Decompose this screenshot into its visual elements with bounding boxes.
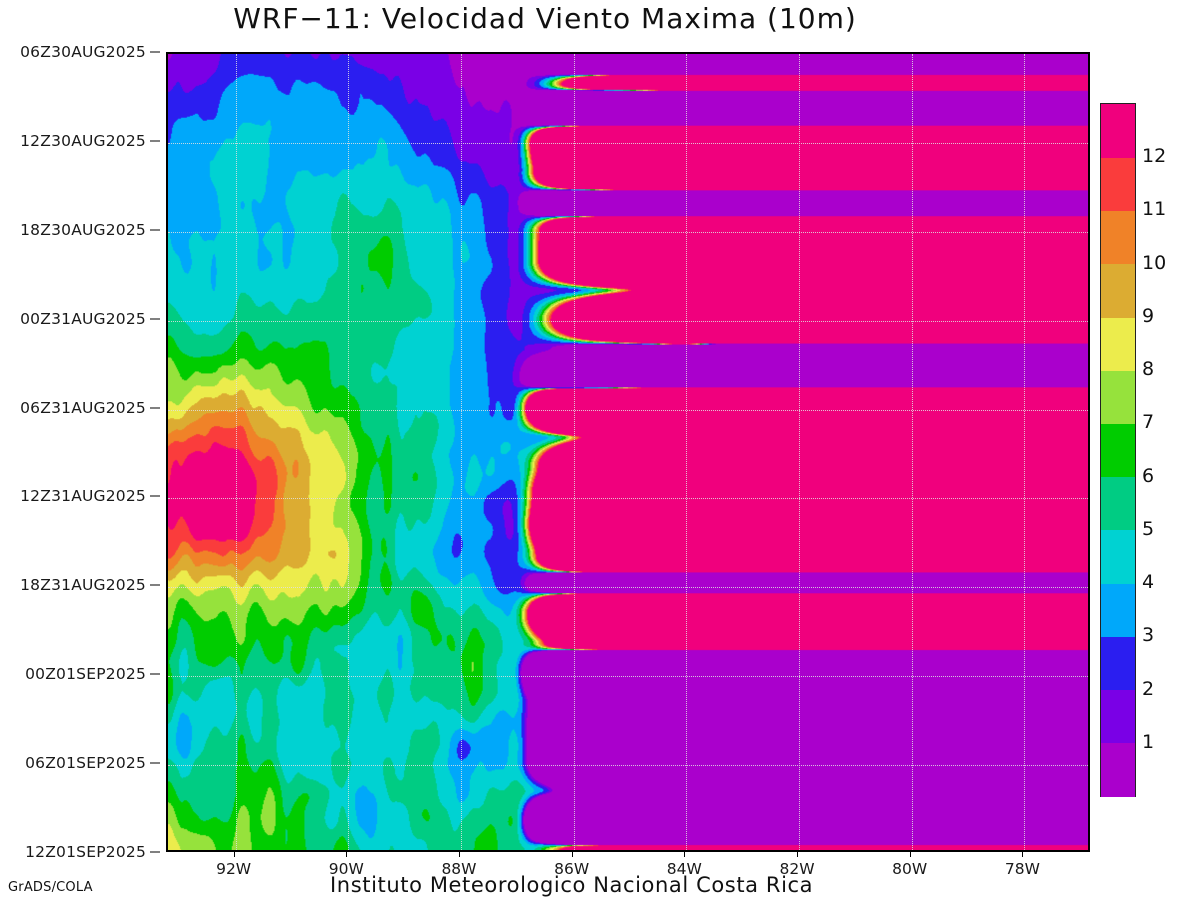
footer-institution: Instituto Meteorologico Nacional Costa R… xyxy=(330,873,814,897)
colorbar-band xyxy=(1101,742,1135,797)
y-axis-tick xyxy=(150,673,160,675)
colorbar-band xyxy=(1101,689,1135,744)
colorbar-band xyxy=(1101,104,1135,158)
y-axis-label: 18Z31AUG2025 xyxy=(20,576,146,595)
x-axis-label: 80W xyxy=(892,860,928,878)
colorbar-tick-label: 1 xyxy=(1142,730,1155,753)
colorbar-tick-label: 2 xyxy=(1142,677,1155,700)
x-axis: 92W 90W 88W 86W 84W 82W 80W 78W xyxy=(166,850,1090,884)
colorbar-band xyxy=(1101,370,1135,424)
x-axis-tick xyxy=(1022,850,1024,857)
x-axis-label: 90W xyxy=(328,860,364,878)
y-axis-tick xyxy=(150,140,160,142)
x-axis-label: 78W xyxy=(1004,860,1040,878)
y-axis-label: 00Z01SEP2025 xyxy=(25,665,146,684)
colorbar-band xyxy=(1101,583,1135,637)
x-axis-label: 92W xyxy=(216,860,252,878)
colorbar-band xyxy=(1101,423,1135,478)
colorbar xyxy=(1100,103,1136,797)
x-axis-tick xyxy=(797,850,799,857)
x-axis-tick xyxy=(571,850,573,857)
y-axis-tick xyxy=(150,584,160,586)
y-axis-label: 06Z30AUG2025 xyxy=(20,43,146,61)
colorbar-labels: 1 2 3 4 5 6 7 8 9 10 11 12 xyxy=(1142,103,1198,795)
y-axis-label: 00Z31AUG2025 xyxy=(20,309,146,328)
colorbar-tick-label: 12 xyxy=(1142,145,1167,168)
y-axis-tick xyxy=(150,407,160,409)
y-axis-tick xyxy=(150,851,160,853)
y-axis-label: 06Z31AUG2025 xyxy=(20,398,146,417)
y-axis-tick xyxy=(150,229,160,231)
colorbar-tick-label: 8 xyxy=(1142,358,1155,381)
colorbar-tick-label: 6 xyxy=(1142,464,1155,487)
y-axis-tick xyxy=(150,51,160,53)
colorbar-band xyxy=(1101,529,1135,584)
colorbar-tick-label: 4 xyxy=(1142,571,1155,594)
x-axis-label: 82W xyxy=(779,860,815,878)
colorbar-band xyxy=(1101,263,1135,318)
y-axis-label: 12Z01SEP2025 xyxy=(25,843,146,861)
colorbar-band xyxy=(1101,210,1135,265)
colorbar-band xyxy=(1101,636,1135,691)
y-axis-label: 12Z30AUG2025 xyxy=(20,131,146,150)
x-axis-label: 88W xyxy=(441,860,477,878)
x-axis-label: 84W xyxy=(666,860,702,878)
colorbar-tick-label: 7 xyxy=(1142,411,1155,434)
colorbar-tick-label: 3 xyxy=(1142,624,1155,647)
colorbar-tick-label: 9 xyxy=(1142,304,1155,327)
contour-field-canvas xyxy=(168,54,1088,850)
colorbar-tick-label: 10 xyxy=(1142,251,1167,274)
colorbar-band xyxy=(1101,157,1135,212)
x-axis-tick xyxy=(458,850,460,857)
colorbar-band xyxy=(1101,476,1135,531)
x-axis-tick xyxy=(909,850,911,857)
y-axis-tick xyxy=(150,495,160,497)
y-axis-label: 06Z01SEP2025 xyxy=(25,754,146,773)
x-axis-label: 86W xyxy=(554,860,590,878)
page-title: WRF−11: Velocidad Viento Maxima (10m) xyxy=(233,2,857,35)
x-axis-tick xyxy=(346,850,348,857)
colorbar-tick-label: 5 xyxy=(1142,517,1155,540)
colorbar-tick-label: 11 xyxy=(1142,198,1167,221)
y-axis-tick xyxy=(150,762,160,764)
y-axis-label: 12Z31AUG2025 xyxy=(20,487,146,506)
hovmoller-plot xyxy=(166,52,1090,852)
y-axis-tick xyxy=(150,318,160,320)
y-axis-label: 18Z30AUG2025 xyxy=(20,220,146,239)
y-axis: 06Z30AUG2025 12Z30AUG2025 18Z30AUG2025 00Z3… xyxy=(0,43,160,861)
footer-credit: GrADS/COLA xyxy=(8,880,93,895)
x-axis-tick xyxy=(684,850,686,857)
x-axis-tick xyxy=(233,850,235,857)
colorbar-band xyxy=(1101,316,1135,371)
